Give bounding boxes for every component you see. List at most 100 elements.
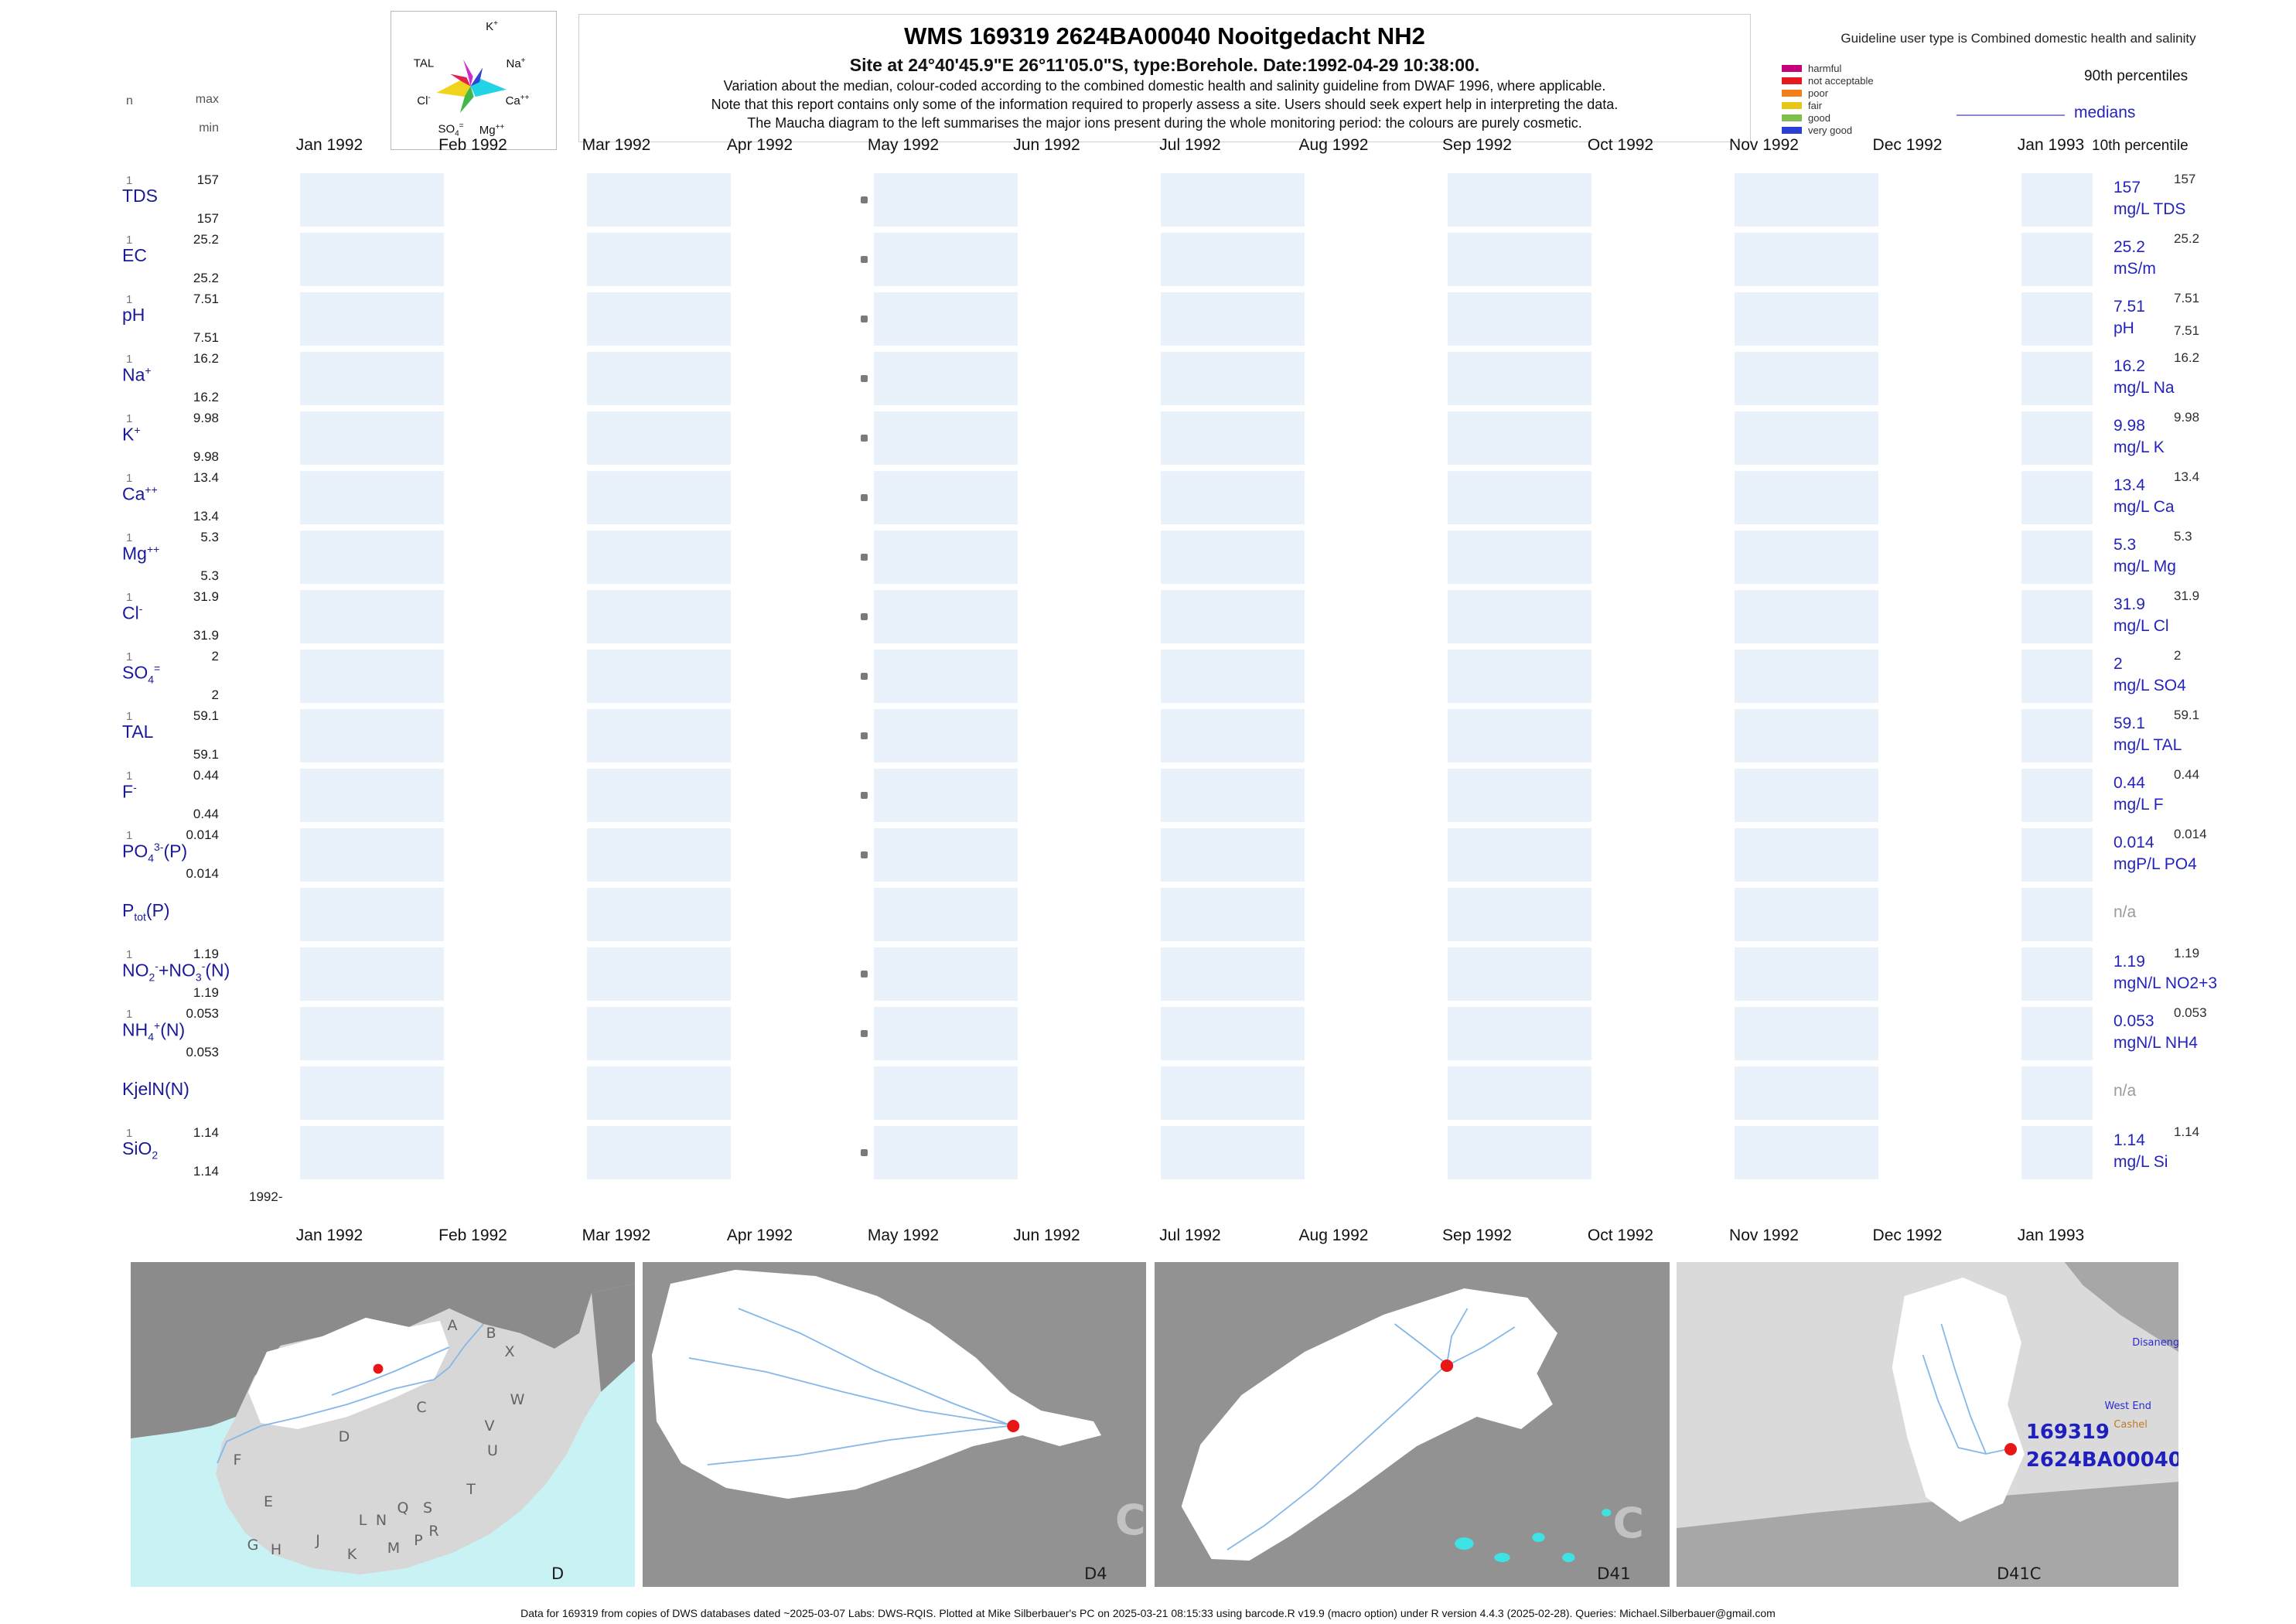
month-shade	[1735, 769, 1878, 822]
param-name: NO2-+NO3-(N)	[122, 960, 230, 984]
month-label: Mar 1992	[582, 136, 651, 154]
neighbour-northeast	[2064, 1262, 2178, 1352]
month-shade	[1161, 888, 1305, 941]
region-letter-N: N	[376, 1512, 387, 1529]
footer-provenance: Data for 169319 from copies of DWS datab…	[520, 1607, 1776, 1619]
month-axis-bottom: Jan 1992 Feb 1992 Mar 1992 Apr 1992 May 1992…	[0, 1227, 2296, 1247]
month-shade	[587, 590, 731, 643]
class-color-swatch	[1782, 64, 1802, 72]
region-letter-C: C	[416, 1399, 426, 1416]
param-name: F-	[122, 781, 137, 802]
month-shade	[1448, 352, 1592, 405]
month-shade	[587, 531, 731, 584]
param-row-ptot: Ptot(P) n/a	[0, 885, 2296, 944]
param-row-ec: EC 1 25.2 25.2 25.2 25.2 mS/m	[0, 230, 2296, 289]
guideline-legend: Guideline user type is Combined domestic…	[1771, 23, 2281, 159]
month-shade	[2021, 1126, 2093, 1179]
min-value: 1.14	[193, 1164, 219, 1179]
neighbour-south	[1677, 1482, 2178, 1587]
sample-point	[861, 494, 868, 501]
unit-label: mg/L Cl	[2113, 617, 2169, 635]
p10-value: 7.51	[2174, 323, 2200, 338]
param-row-nh4: NH4+(N) 1 0.053 0.053 0.053 0.053 mgN/L NH4	[0, 1004, 2296, 1063]
month-shade	[874, 411, 1018, 465]
median-value: 0.44	[2113, 774, 2145, 792]
month-shade	[587, 888, 731, 941]
month-shade	[2021, 352, 2093, 405]
guideline-class-not-acceptable: not acceptable	[1782, 74, 1874, 87]
pan-waterbody	[1494, 1553, 1510, 1562]
month-shade	[1448, 411, 1592, 465]
param-name: Na+	[122, 364, 152, 385]
min-value: 157	[196, 211, 219, 226]
month-shade	[587, 173, 731, 227]
n-count: 1	[126, 174, 133, 187]
median-value: 16.2	[2113, 357, 2145, 375]
max-value: 0.44	[193, 768, 219, 783]
unit-label: mg/L F	[2113, 796, 2164, 814]
month-shade	[1735, 173, 1878, 227]
unit-label: mg/L K	[2113, 438, 2165, 456]
pan-waterbody	[1455, 1537, 1474, 1550]
drainage-region-letters: A BX W C VU D F T SQ E L N R G H J K M P	[234, 1317, 525, 1563]
unit-label: mgP/L PO4	[2113, 855, 2197, 873]
param-row-po4: PO43-(P) 1 0.014 0.014 0.014 0.014 mgP/L PO4	[0, 825, 2296, 885]
month-shade	[1448, 233, 1592, 286]
region-letter-D: D	[339, 1428, 350, 1445]
n-count: 1	[126, 472, 133, 485]
n-count: 1	[126, 531, 133, 544]
region-letter-E: E	[264, 1493, 273, 1510]
sample-point	[861, 316, 868, 322]
map-corner-label: D	[551, 1564, 564, 1583]
sample-point	[861, 792, 868, 799]
month-label: Mar 1992	[582, 1227, 651, 1244]
month-shade	[300, 471, 444, 524]
class-label: fair	[1808, 99, 1823, 111]
param-name: Ptot(P)	[122, 900, 170, 923]
month-label: Sep 1992	[1442, 1227, 1512, 1244]
param-name: Mg++	[122, 543, 160, 564]
min-value: 13.4	[193, 509, 219, 524]
month-shade	[1161, 947, 1305, 1001]
month-shade	[1448, 173, 1592, 227]
sample-point	[861, 554, 868, 561]
region-letter-S: S	[423, 1499, 432, 1517]
catchment-d4	[651, 1270, 1102, 1499]
report-note-1: Variation about the median, colour-coded…	[723, 78, 1606, 94]
month-shade	[300, 828, 444, 882]
col-header-max: max	[195, 93, 219, 106]
sample-point	[861, 1149, 868, 1156]
month-label: Nov 1992	[1729, 1227, 1799, 1244]
month-shade	[874, 769, 1018, 822]
month-shade	[874, 292, 1018, 346]
min-value: 0.014	[186, 866, 219, 881]
unit-label: mS/m	[2113, 260, 2156, 278]
param-row-f: F- 1 0.44 0.44 0.44 0.44 mg/L F	[0, 766, 2296, 825]
month-label: Feb 1992	[438, 136, 507, 154]
region-letter-W: W	[510, 1391, 525, 1408]
river	[688, 1357, 1009, 1425]
month-shade	[1735, 1066, 1878, 1120]
river	[707, 1425, 1009, 1465]
n-count: 1	[126, 591, 133, 604]
median-line-icon	[1957, 114, 2065, 116]
region-letter-T: T	[466, 1481, 476, 1498]
month-shade	[1735, 1007, 1878, 1060]
p90-value: 1.19	[2174, 946, 2200, 960]
month-shade	[1161, 411, 1305, 465]
month-label: Oct 1992	[1587, 136, 1654, 154]
p90-value: 7.51	[2174, 291, 2200, 305]
month-shade	[300, 233, 444, 286]
river	[1446, 1326, 1516, 1366]
region-letter-L: L	[359, 1512, 367, 1529]
month-shade	[587, 411, 731, 465]
p90-value: 157	[2174, 172, 2196, 186]
n-count: 1	[126, 293, 133, 306]
region-letter-G: G	[247, 1537, 259, 1554]
max-value: 1.14	[193, 1125, 219, 1140]
month-label: May 1992	[867, 136, 940, 154]
ion-label-k: K+	[486, 19, 498, 33]
p90-value: 59.1	[2174, 708, 2200, 722]
n-count: 1	[126, 948, 133, 961]
col-header-min: min	[199, 121, 219, 135]
